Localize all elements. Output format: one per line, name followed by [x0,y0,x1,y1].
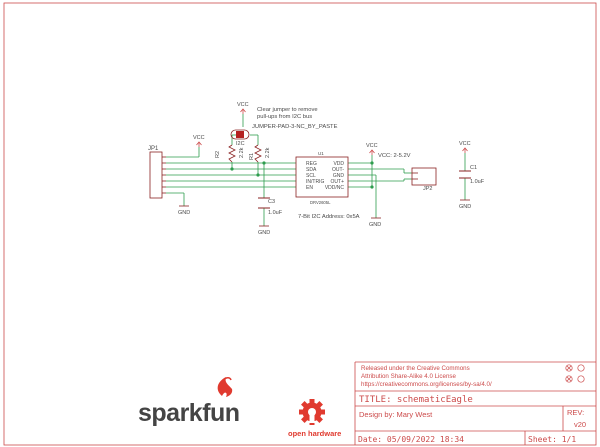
c3-gnd-label: GND [258,230,270,236]
u1-ref-label: U1 [318,151,324,156]
r1-resistor [254,144,262,163]
c3-capacitor [258,197,270,209]
u1-pin-label: SDA [306,167,317,173]
jumper-vcc-label: VCC [237,102,249,108]
r2-resistor [228,144,236,163]
c1-vcc-label: VCC [459,141,471,147]
by-sa-icon [565,375,585,383]
jp2-ref-label: JP2 [423,186,432,192]
u1-ic-body [295,156,349,198]
u1-pin-label: EN [306,185,313,191]
jp1-ref-label: JP1 [148,146,159,152]
sheet-frame [3,2,597,446]
c1-value-label: 1.0uF [470,179,485,185]
c1-capacitor [459,170,471,179]
c1-gnd-label: GND [459,204,471,210]
c3-ref-label: C3 [268,199,275,205]
date-field: Date: 05/09/2022 18:34 [358,435,464,444]
jp1-vcc-symbol [196,141,202,147]
sheet-field: Sheet: 1/1 [528,435,576,444]
title-block [354,361,596,445]
jumper-note-line-2: pull-ups from I2C bus [257,114,312,120]
jp1-connector [149,151,166,199]
jumper-note-line-1: Clear jumper to remove [257,107,318,113]
designer-field: Design by: Mary West [359,410,433,419]
r2-value-label: 2.2k [239,147,245,158]
i2c-jumper-pad [230,129,250,140]
rev-value: v20 [574,420,586,429]
jp2-connector [411,167,437,186]
u1-pin-label: SCL [306,173,316,179]
supply-vcc-symbol [369,149,375,155]
c1-ref-label: C1 [470,165,477,171]
sparkfun-logo: sparkfun [138,399,240,427]
wires [166,114,466,226]
u1-pin-label: VDD [333,161,344,167]
u1-pin-label: VDD/NC [325,185,345,191]
open-hardware-gear-icon [299,399,325,425]
u1-pin-label: GND [333,173,345,179]
wire-junctions [230,161,374,189]
title-field: TITLE: schematicEagle [359,395,473,405]
c1-vcc-symbol [462,147,468,153]
jp1-vcc-label: VCC [193,135,205,141]
rev-label: REV: [567,408,584,417]
u1-gnd-label: GND [369,222,381,228]
u1-pin-label: REG [306,161,317,167]
c3-value-label: 1.0uF [268,210,283,216]
u1-part-label: DRV2605L [310,200,331,205]
u1-address-note: 7-Bit I2C Address: 0x5A [298,214,360,220]
i2c-jumper-ref: I2C [236,141,245,147]
jumper-vcc-symbol [240,108,246,114]
u1-pin-label: IN/TRIG [306,179,324,185]
supply-vcc-label: VCC [366,143,378,149]
jumper-part-value: JUMPER-PAD-3-NC_BY_PASTE [252,124,338,130]
supply-range-note: VCC: 2-5.2V [378,153,411,159]
cc-icon [565,364,585,372]
r1-ref-label: R1 [249,153,255,160]
sparkfun-flame-icon [217,377,233,397]
license-line-1: Released under the Creative Commons [361,365,470,372]
open-hardware-logo: open hardware [288,429,341,438]
r2-ref-label: R2 [215,151,221,158]
license-line-2: Attribution Share-Alike 4.0 License [361,373,456,380]
license-url[interactable]: https://creativecommons.org/licenses/by-… [361,381,492,388]
jp1-gnd-label: GND [178,210,190,216]
u1-pin-label: OUT- [332,167,344,173]
u1-pin-label: OUT+ [331,179,345,185]
r1-value-label: 2.2k [265,147,271,158]
